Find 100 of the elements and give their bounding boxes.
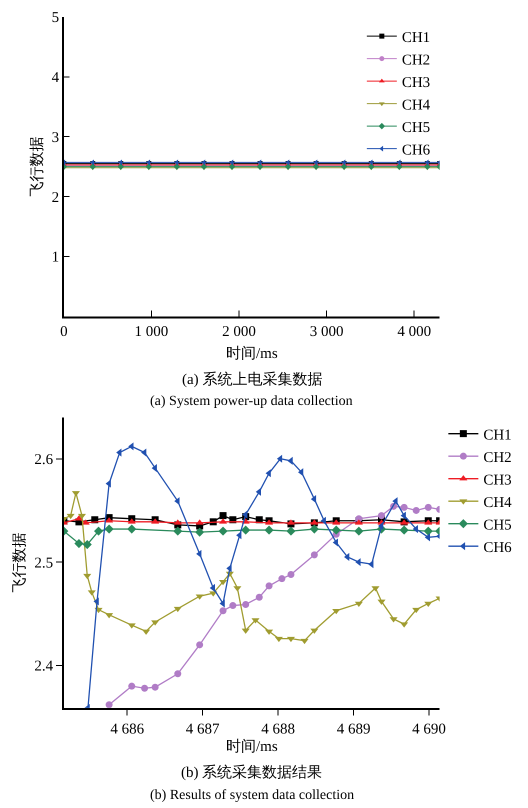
legend-label: CH6	[402, 142, 431, 159]
point	[264, 526, 274, 535]
point	[196, 519, 204, 525]
x-tick-label: 4 689	[336, 722, 370, 738]
x-tick-label: 4 688	[261, 722, 295, 738]
point	[226, 564, 232, 572]
point	[78, 514, 86, 520]
point	[218, 526, 228, 536]
legend-label: CH4	[402, 98, 431, 114]
x-axis-title: 时间/ms	[226, 345, 278, 362]
y-tick-label: 3	[52, 130, 60, 146]
point	[241, 526, 250, 535]
point	[106, 701, 113, 708]
legend-label: CH5	[402, 120, 430, 136]
point	[128, 442, 134, 450]
point	[378, 512, 385, 520]
point	[196, 641, 204, 648]
point	[128, 682, 136, 690]
point	[424, 504, 432, 511]
point	[256, 594, 263, 601]
point	[220, 512, 227, 520]
point	[196, 594, 204, 600]
y-axis-title: 飞行数据	[28, 136, 46, 197]
x-tick-label: 2 000	[222, 324, 256, 340]
legend-label: CH1	[402, 30, 430, 46]
point	[424, 526, 433, 536]
point	[332, 608, 340, 614]
point	[151, 620, 160, 626]
point	[266, 582, 273, 590]
legend-label: CH4	[483, 495, 512, 512]
y-axis-title: 飞行数据	[11, 532, 28, 593]
legend-label: CH3	[483, 472, 512, 489]
point	[220, 607, 227, 614]
point	[195, 528, 204, 537]
x-tick-label: 4 687	[186, 722, 220, 738]
point	[286, 636, 295, 642]
y-tick-label: 2.5	[34, 555, 54, 572]
y-tick-label: 5	[52, 10, 60, 26]
point	[94, 526, 104, 536]
x-tick-label: 1 000	[134, 324, 168, 340]
point	[424, 533, 430, 542]
point	[287, 571, 294, 578]
y-tick-label: 2.6	[34, 452, 54, 468]
point	[400, 504, 408, 511]
point	[354, 526, 364, 536]
point	[83, 574, 92, 580]
x-axis-title: 时间/ms	[226, 738, 278, 755]
point	[287, 456, 293, 465]
y-tick-label: 2.4	[34, 658, 54, 675]
point	[174, 606, 182, 612]
point	[74, 538, 84, 548]
point	[400, 526, 409, 535]
legend-label: CH6	[483, 540, 512, 556]
point	[229, 602, 236, 610]
x-tick-label: 4 686	[110, 722, 145, 738]
x-tick-label: 0	[60, 324, 68, 340]
point	[412, 608, 420, 614]
x-tick-label: 3 000	[310, 324, 344, 340]
point	[141, 684, 148, 692]
point	[128, 623, 136, 629]
point	[355, 558, 361, 566]
legend-label: CH2	[402, 52, 430, 69]
point	[66, 514, 75, 520]
legend-label: CH3	[402, 75, 430, 92]
point	[82, 540, 92, 550]
point	[174, 670, 182, 678]
point	[88, 590, 96, 596]
point	[219, 518, 228, 524]
point	[310, 495, 316, 504]
point	[173, 526, 182, 536]
point	[242, 601, 250, 608]
point	[105, 517, 114, 523]
point	[256, 488, 262, 496]
point	[412, 506, 420, 514]
x-tick-label: 4 690	[412, 722, 446, 738]
text: (b) Results of system data collection	[150, 788, 354, 803]
point	[286, 526, 296, 536]
point	[332, 526, 341, 535]
point	[286, 519, 295, 525]
text: (b) 系统采集数据结果	[181, 764, 322, 781]
point	[278, 575, 286, 582]
x-tick-label: 4 000	[397, 324, 432, 340]
text: (a) System power-up data collection	[150, 394, 353, 409]
point	[276, 454, 282, 463]
legend-label: CH5	[483, 518, 512, 534]
point	[310, 524, 319, 534]
point	[174, 497, 180, 506]
point	[392, 497, 398, 506]
y-tick-label: 1	[52, 250, 60, 266]
text: (a) 系统上电采集数据	[182, 371, 322, 388]
point	[310, 551, 318, 558]
point	[128, 518, 136, 524]
point	[152, 684, 159, 691]
point	[127, 524, 136, 534]
point	[104, 524, 114, 534]
point	[274, 636, 283, 642]
point	[174, 519, 182, 525]
point	[400, 622, 408, 628]
y-tick-label: 2	[52, 190, 60, 206]
y-tick-label: 4	[52, 70, 60, 86]
